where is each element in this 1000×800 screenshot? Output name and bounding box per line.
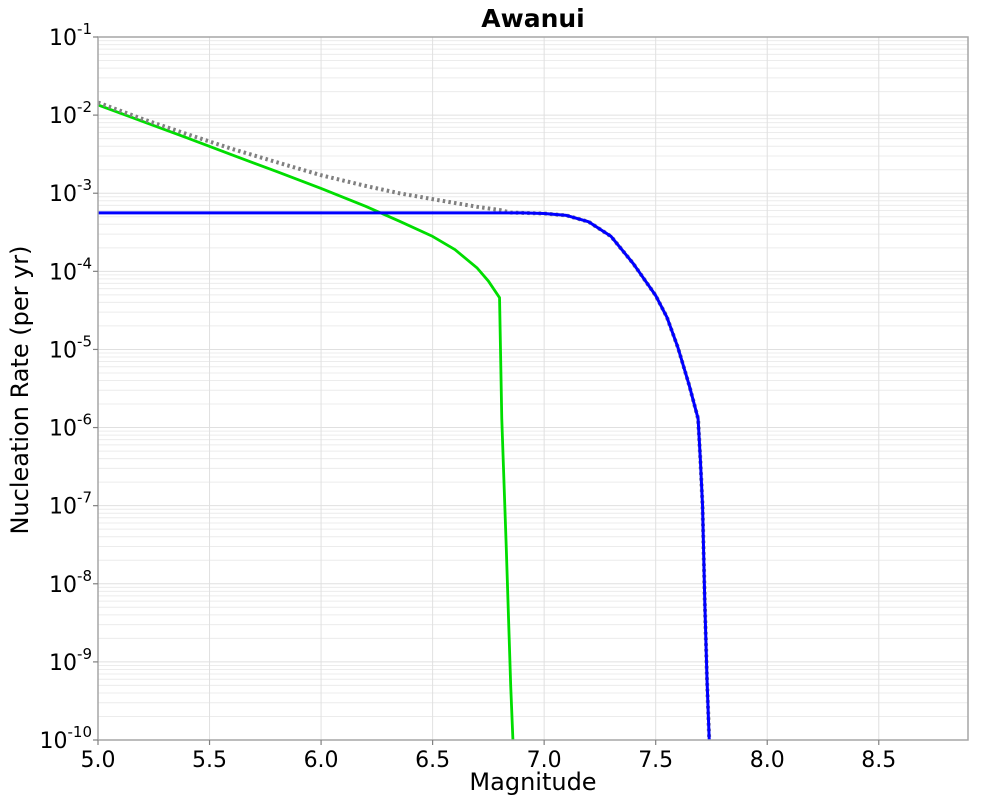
y-tick-label: 10-9	[49, 645, 92, 676]
x-tick-label: 7.0	[527, 748, 562, 773]
x-tick-label: 5.0	[81, 748, 116, 773]
y-tick-label: 10-4	[49, 254, 92, 285]
chart-title: Awanui	[481, 4, 585, 33]
x-tick-label: 8.0	[750, 748, 785, 773]
x-tick-label: 8.5	[861, 748, 896, 773]
x-tick-label: 6.5	[415, 748, 450, 773]
y-axis-label: Nucleation Rate (per yr)	[6, 245, 34, 535]
y-tick-label: 10-1	[49, 20, 92, 51]
plot-background	[98, 37, 968, 740]
y-tick-label: 10-5	[49, 332, 92, 363]
plot-border	[97, 36, 969, 741]
x-tick-label: 7.5	[638, 748, 673, 773]
y-tick-label: 10-7	[49, 489, 92, 520]
y-tick-label: 10-6	[49, 411, 92, 442]
x-axis-label: Magnitude	[469, 768, 597, 796]
blue-curve	[98, 211, 711, 741]
x-tick-label: 5.5	[192, 748, 227, 773]
y-tick-label: 10-8	[49, 567, 92, 598]
y-tick-label: 10-10	[40, 723, 93, 754]
green-curve	[97, 103, 515, 741]
y-tick-label: 10-2	[49, 98, 92, 129]
y-tick-label: 10-3	[49, 176, 92, 207]
x-tick-label: 6.0	[304, 748, 339, 773]
